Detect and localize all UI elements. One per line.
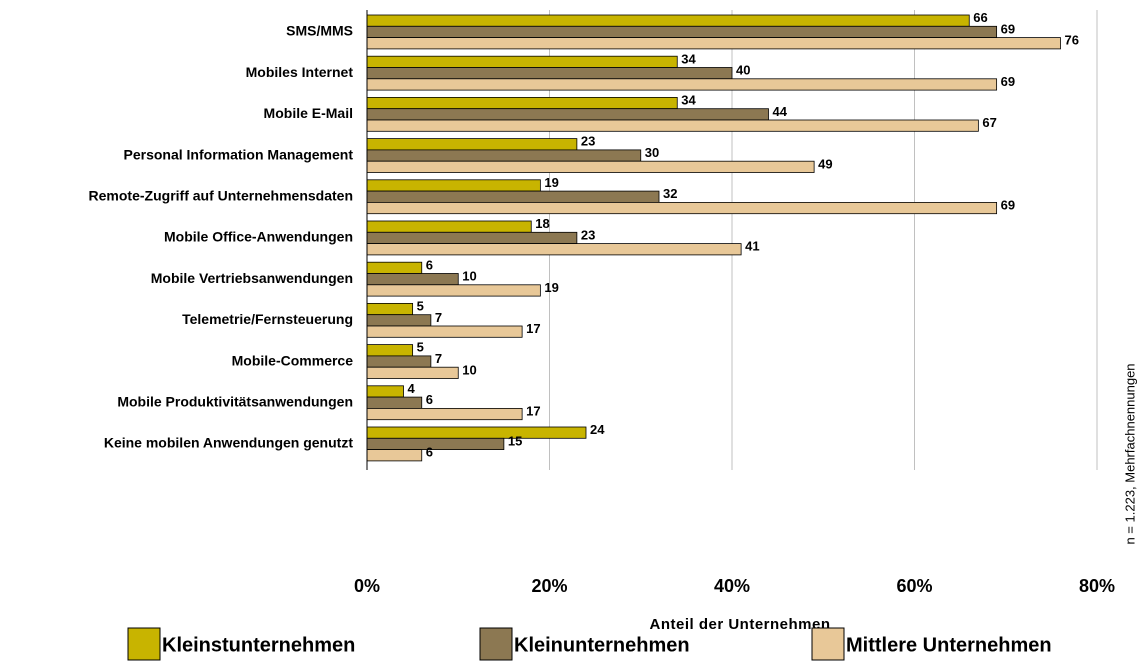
bar	[366, 325, 523, 338]
value-label: 67	[982, 115, 996, 130]
bar	[366, 366, 459, 379]
value-label: 7	[435, 351, 442, 366]
bar	[366, 355, 432, 368]
x-tick-label: 60%	[896, 576, 932, 596]
y-tick-label: Mobile Produktivitätsanwendungen	[117, 393, 353, 409]
bar	[366, 67, 733, 80]
value-label: 34	[681, 92, 696, 107]
bar	[366, 284, 541, 297]
legend-swatch	[811, 627, 845, 661]
value-label: 32	[663, 186, 677, 201]
bar	[366, 385, 404, 398]
value-label: 19	[544, 175, 558, 190]
value-label: 23	[581, 134, 595, 149]
value-label: 30	[645, 145, 659, 160]
value-label: 69	[1001, 74, 1015, 89]
bar	[366, 302, 414, 316]
bar	[366, 273, 459, 286]
y-tick-label: Mobile Vertriebsanwendungen	[151, 270, 353, 286]
value-label: 34	[681, 51, 696, 66]
value-label: 23	[581, 227, 595, 242]
x-axis-label: Anteil der Unternehmen	[649, 616, 830, 633]
bar	[366, 243, 742, 256]
value-label: 41	[745, 239, 759, 254]
y-tick-label: SMS/MMS	[286, 23, 353, 39]
value-label: 10	[462, 269, 476, 284]
bar	[366, 149, 642, 162]
legend-swatch	[479, 627, 513, 661]
y-tick-label: Telemetrie/Fernsteuerung	[182, 311, 353, 327]
bar	[366, 160, 815, 173]
bar	[366, 179, 541, 192]
value-label: 19	[544, 280, 558, 295]
bar	[366, 14, 970, 27]
bar	[366, 37, 1061, 50]
y-tick-label: Mobile-Commerce	[232, 352, 354, 368]
y-tick-label: Mobiles Internet	[246, 64, 354, 80]
value-label: 15	[508, 433, 522, 448]
bar	[366, 426, 587, 439]
legend-swatch	[127, 627, 161, 661]
bar	[366, 78, 998, 91]
y-tick-label: Mobile E-Mail	[264, 105, 353, 121]
value-label: 4	[408, 381, 416, 396]
y-tick-label: Keine mobilen Anwendungen genutzt	[104, 435, 353, 451]
bar	[366, 138, 578, 151]
value-label: 40	[736, 63, 750, 78]
bar	[366, 119, 979, 132]
bar	[366, 344, 414, 357]
value-label: 76	[1065, 33, 1079, 48]
bar	[366, 55, 678, 68]
bar	[366, 449, 423, 462]
y-tick-label: Remote-Zugriff auf Unternehmensdaten	[89, 187, 353, 203]
value-label: 44	[773, 104, 788, 119]
x-tick-label: 40%	[714, 576, 750, 596]
value-label: 6	[426, 257, 433, 272]
value-label: 6	[426, 445, 433, 460]
value-label: 69	[1001, 197, 1015, 212]
value-label: 17	[526, 403, 540, 418]
legend-label: Mittlere Unternehmen	[846, 634, 1052, 656]
bar	[366, 314, 432, 327]
x-tick-label: 0%	[354, 576, 380, 596]
y-tick-label: Mobile Office-Anwendungen	[164, 229, 353, 245]
bar	[366, 396, 423, 409]
bar	[366, 25, 998, 38]
value-label: 7	[435, 310, 442, 325]
bar	[366, 220, 532, 233]
x-tick-label: 20%	[531, 576, 567, 596]
value-label: 5	[417, 340, 424, 355]
value-label: 6	[426, 392, 433, 407]
value-label: 66	[973, 10, 987, 25]
legend-label: Kleinunternehmen	[514, 634, 690, 656]
value-label: 10	[462, 362, 476, 377]
value-label: 69	[1001, 21, 1015, 36]
bar	[366, 261, 423, 274]
value-label: 5	[417, 298, 424, 313]
bar	[366, 108, 769, 121]
legend-label: Kleinstunternehmen	[162, 634, 355, 656]
note: n = 1.223, Mehrfachnennungen	[1122, 363, 1137, 544]
x-tick-label: 80%	[1079, 576, 1115, 596]
bar	[366, 231, 578, 245]
bar	[366, 190, 660, 203]
bar	[366, 97, 678, 110]
value-label: 18	[535, 216, 549, 231]
value-label: 49	[818, 156, 832, 171]
bar	[366, 407, 523, 421]
y-tick-label: Personal Information Management	[124, 146, 354, 162]
value-label: 24	[590, 422, 605, 437]
bar	[366, 201, 998, 215]
bar	[366, 437, 505, 450]
value-label: 17	[526, 321, 540, 336]
